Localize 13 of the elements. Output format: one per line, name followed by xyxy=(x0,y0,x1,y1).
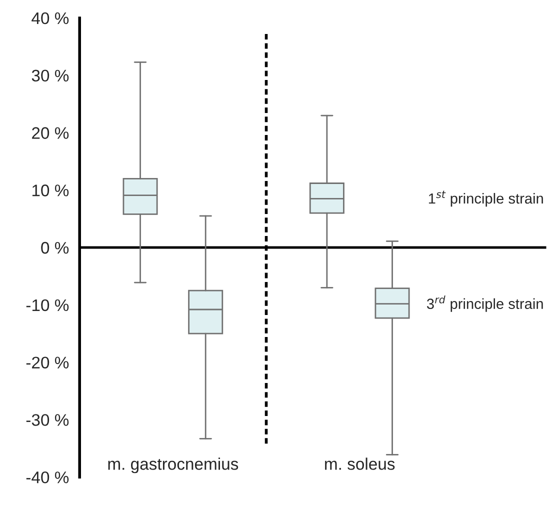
y-tick-label: 30 % xyxy=(32,70,69,82)
y-tick-label: 40 % xyxy=(32,12,69,24)
x-tick-label: m. gastrocnemius xyxy=(108,458,238,474)
text: 1$^{st}$ principle strain xyxy=(428,190,543,207)
y-tick-label: 20 % xyxy=(32,127,69,139)
series-label: 3$^{rd}$ principle strain xyxy=(426,296,543,312)
y-tick-label: 10 % xyxy=(32,184,69,196)
y-tick-label: -20 % xyxy=(26,356,69,369)
y-tick-label: -10 % xyxy=(26,299,69,312)
y-tick-label: -40 % xyxy=(26,471,69,484)
x-tick-label: m. soleus xyxy=(325,458,395,470)
y-tick-label: -30 % xyxy=(26,414,69,426)
y-tick-label: 0 % xyxy=(41,242,69,254)
